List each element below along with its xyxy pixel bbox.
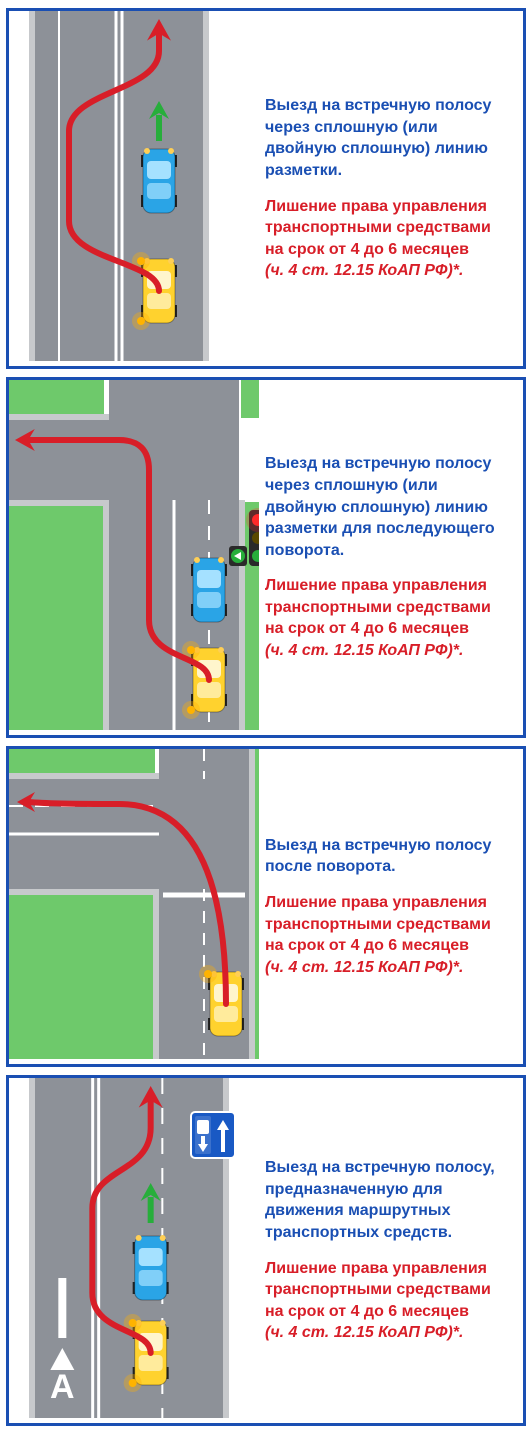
svg-text:A: A — [50, 1368, 75, 1406]
description-4: Выезд на встречную полосу, предназначенн… — [265, 1157, 513, 1243]
textcol-3: Выезд на встречную полосу после поворота… — [259, 749, 523, 1064]
panel-1: Выезд на встречную полосу через сплошную… — [6, 8, 526, 369]
description-1: Выезд на встречную полосу через сплошную… — [265, 95, 513, 181]
panel-4: A Выезд на встречную полосу, предназначе… — [6, 1075, 526, 1426]
diagram-3 — [9, 749, 259, 1064]
penalty-1: Лишение права управления транспортными с… — [265, 196, 513, 282]
penalty-4: Лишение права управления транспортными с… — [265, 1258, 513, 1344]
panel-3: Выезд на встречную полосу после поворота… — [6, 746, 526, 1067]
textcol-4: Выезд на встречную полосу, предназначенн… — [259, 1078, 523, 1423]
textcol-1: Выезд на встречную полосу через сплошную… — [259, 11, 523, 366]
diagram-4: A — [9, 1078, 259, 1423]
description-3: Выезд на встречную полосу после поворота… — [265, 835, 513, 878]
penalty-2: Лишение права управления транспортными с… — [265, 575, 513, 661]
diagram-2 — [9, 380, 259, 735]
diagram-1 — [9, 11, 259, 366]
textcol-2: Выезд на встречную полосу через сплошную… — [259, 380, 523, 735]
description-2: Выезд на встречную полосу через сплошную… — [265, 453, 513, 561]
panel-2: Выезд на встречную полосу через сплошную… — [6, 377, 526, 738]
penalty-3: Лишение права управления транспортными с… — [265, 892, 513, 978]
